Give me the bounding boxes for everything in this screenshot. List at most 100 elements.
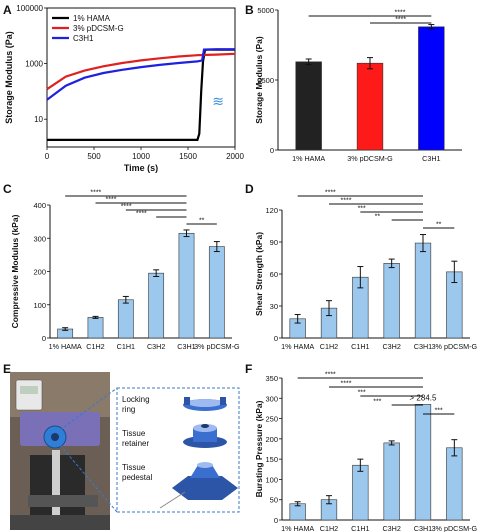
series-line-1 bbox=[46, 52, 236, 91]
x-tick-label: 1500 bbox=[179, 152, 197, 161]
panel-f-bar-chart: 0 50 100 150 200 250 300 350 Bursting Pressure (… bbox=[254, 372, 478, 532]
tissue-retainer-label: Tissue retainer bbox=[122, 429, 149, 448]
y-tick-label: 300 bbox=[265, 394, 278, 403]
significance-label: **** bbox=[341, 381, 352, 388]
panel-letter-a: A bbox=[3, 3, 12, 17]
panel-letter-c: C bbox=[3, 182, 12, 196]
x-tick-label: C3H2 bbox=[147, 342, 165, 351]
value-annotation: > 284.5 bbox=[410, 393, 437, 402]
bar-3 bbox=[148, 272, 165, 339]
significance-label: **** bbox=[325, 190, 336, 197]
significance-label: **** bbox=[136, 211, 147, 218]
significance-label: *** bbox=[358, 206, 366, 213]
x-tick-label: C1H2 bbox=[320, 342, 338, 351]
bar-3 bbox=[383, 442, 400, 521]
x-tick-label: C3H1 bbox=[414, 342, 432, 351]
tissue-pedestal-icon bbox=[159, 462, 238, 509]
significance-label: **** bbox=[106, 197, 117, 204]
x-tick-label: C1H1 bbox=[351, 524, 369, 532]
locking-ring-label: Locking ring bbox=[122, 395, 150, 414]
y-tick-label: 300 bbox=[33, 234, 46, 243]
series-line-2 bbox=[46, 48, 235, 101]
significance-label: *** bbox=[358, 390, 366, 397]
y-tick-label: 0 bbox=[274, 516, 278, 525]
spray-marker: ≋ bbox=[212, 93, 224, 109]
bar-4 bbox=[178, 232, 195, 339]
series-line-0 bbox=[47, 48, 235, 141]
x-tick-label: C1H2 bbox=[320, 524, 338, 532]
y-tick-label: 60 bbox=[270, 270, 278, 279]
y-tick-label: 50 bbox=[270, 496, 278, 505]
y-axis-label: Storage Modulus (Pa) bbox=[4, 31, 14, 124]
tissue-retainer-icon bbox=[183, 424, 227, 448]
y-tick-label: 100000 bbox=[16, 4, 43, 13]
y-tick-label: 0 bbox=[270, 146, 274, 155]
y-tick-label: 0 bbox=[274, 334, 278, 343]
x-tick-label: 3% pDCSM-G bbox=[347, 154, 393, 163]
bar-5 bbox=[208, 246, 225, 339]
bar-5 bbox=[446, 447, 463, 521]
y-tick-label: 0 bbox=[42, 334, 46, 343]
significance-label: **** bbox=[341, 198, 352, 205]
locking-ring-icon bbox=[183, 397, 227, 411]
bar-2 bbox=[117, 299, 134, 339]
y-tick-label: 1000 bbox=[25, 60, 43, 69]
y-tick-label: 10 bbox=[34, 115, 43, 124]
y-tick-label: 350 bbox=[265, 374, 278, 383]
x-tick-label: C3H2 bbox=[382, 524, 400, 532]
y-axis-label: Compressive Modulus (kPa) bbox=[10, 214, 20, 328]
bar-3 bbox=[383, 263, 400, 339]
y-tick-label: 400 bbox=[33, 201, 46, 210]
y-tick-label: 30 bbox=[270, 302, 278, 311]
y-axis-label: Bursting Pressure (kPa) bbox=[254, 400, 264, 497]
bar-2 bbox=[352, 464, 369, 521]
x-tick-label: 500 bbox=[87, 152, 101, 161]
x-tick-label: 3% pDCSM-G bbox=[432, 524, 478, 532]
y-tick-label: 90 bbox=[270, 238, 278, 247]
x-tick-label: C1H2 bbox=[86, 342, 104, 351]
x-tick-label: 3% pDCSM-G bbox=[194, 342, 240, 351]
significance-label: *** bbox=[435, 408, 443, 415]
y-tick-label: 100 bbox=[33, 301, 46, 310]
x-tick-label: 2000 bbox=[226, 152, 244, 161]
panel-a-line-chart: 0 500 1000 1500 2000 10 1000 100000 Time (s) Stor… bbox=[4, 4, 244, 173]
panel-e-photo bbox=[10, 372, 110, 530]
significance-label: **** bbox=[325, 372, 336, 379]
y-tick-label: 250 bbox=[265, 415, 278, 424]
x-tick-label: 1% HAMA bbox=[292, 154, 325, 163]
x-tick-label: C3H1 bbox=[422, 154, 440, 163]
y-tick-label: 200 bbox=[265, 435, 278, 444]
legend-label: 3% pDCSM-G bbox=[73, 24, 124, 33]
y-axis-label: Shear Strength (kPa) bbox=[254, 232, 264, 316]
x-tick-label: C3H2 bbox=[382, 342, 400, 351]
significance-label: ** bbox=[375, 214, 381, 221]
tissue-pedestal-label: Tissue pedestal bbox=[122, 463, 152, 482]
bar-0 bbox=[295, 61, 322, 151]
x-tick-label: 1000 bbox=[132, 152, 150, 161]
significance-label: **** bbox=[395, 10, 406, 17]
x-tick-label: C3H1 bbox=[414, 524, 432, 532]
bar-2 bbox=[418, 26, 445, 151]
y-tick-label: 120 bbox=[265, 206, 278, 215]
x-tick-label: C3H1 bbox=[177, 342, 195, 351]
bar-4 bbox=[414, 242, 432, 339]
significance-label: **** bbox=[121, 204, 132, 211]
significance-label: ** bbox=[199, 218, 205, 225]
significance-label: ** bbox=[436, 222, 442, 229]
x-tick-label: 3% pDCSM-G bbox=[432, 342, 478, 351]
x-tick-label: C1H1 bbox=[351, 342, 369, 351]
y-tick-label: 5000 bbox=[257, 6, 274, 15]
panel-e-schematic: Locking ring Tissue retainer Tissue pedesta… bbox=[59, 387, 240, 513]
panel-letter-e: E bbox=[3, 362, 11, 376]
significance-label: **** bbox=[90, 190, 101, 197]
y-tick-label: 2500 bbox=[257, 76, 274, 85]
significance-label: **** bbox=[395, 17, 406, 24]
panel-d-bar-chart: 0 30 60 90 120 Shear Strength (kPa) 1% HAMA C1H… bbox=[254, 190, 478, 352]
y-tick-label: 200 bbox=[33, 268, 46, 277]
bar-1 bbox=[356, 62, 384, 151]
significance-label: *** bbox=[373, 399, 381, 406]
x-tick-label: 1% HAMA bbox=[281, 524, 314, 532]
panel-b-bar-chart: 0 2500 5000 Storage Modulus (Pa) 1% HAMA 3% p… bbox=[254, 6, 462, 163]
panel-letter-d: D bbox=[245, 182, 254, 196]
